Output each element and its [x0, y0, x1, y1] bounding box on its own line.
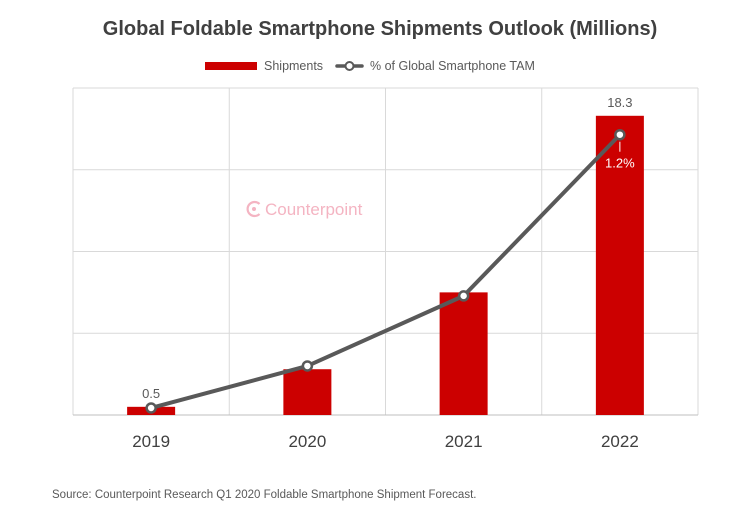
bar-value-label-2019: 0.5	[142, 386, 160, 401]
chart-title: Global Foldable Smartphone Shipments Out…	[103, 18, 657, 40]
tam-share-series	[145, 128, 626, 414]
source-note: Source: Counterpoint Research Q1 2020 Fo…	[52, 489, 476, 501]
tam-share-line	[149, 132, 622, 410]
watermark: Counterpoint	[246, 200, 363, 219]
x-tick-label-2020: 2020	[288, 432, 326, 451]
legend-item-tam-share: % of Global Smartphone TAM	[335, 59, 535, 73]
counterpoint-logo-icon	[246, 200, 261, 218]
x-axis-tick-labels: 2019 2020 2021 2022	[132, 432, 639, 451]
tam-share-value-label-2022: 1.2%	[605, 156, 635, 171]
legend-swatch-tam-marker	[344, 61, 355, 71]
watermark-text: Counterpoint	[265, 200, 363, 219]
x-tick-label-2022: 2022	[601, 432, 639, 451]
bar-2022	[595, 115, 644, 416]
tam-share-point-2020	[301, 360, 314, 372]
bar-2020	[283, 369, 332, 415]
x-tick-label-2021: 2021	[445, 432, 483, 451]
bar-2021	[439, 292, 488, 415]
legend-label-shipments: Shipments	[264, 59, 323, 73]
data-labels: 0.5 18.3 1.2%	[142, 95, 635, 401]
legend-swatch-shipments	[205, 62, 257, 70]
legend-label-tam-share: % of Global Smartphone TAM	[370, 59, 535, 73]
bar-value-label-2022: 18.3	[607, 95, 632, 110]
gridlines	[72, 87, 699, 416]
counterpoint-logo-dot	[252, 207, 256, 211]
legend: Shipments % of Global Smartphone TAM	[205, 59, 535, 73]
legend-item-shipments: Shipments	[205, 59, 323, 73]
tam-share-point-2019	[145, 402, 157, 414]
tam-share-point-2022	[614, 128, 626, 141]
x-tick-label-2019: 2019	[132, 432, 170, 451]
tam-share-point-2021	[457, 290, 470, 302]
